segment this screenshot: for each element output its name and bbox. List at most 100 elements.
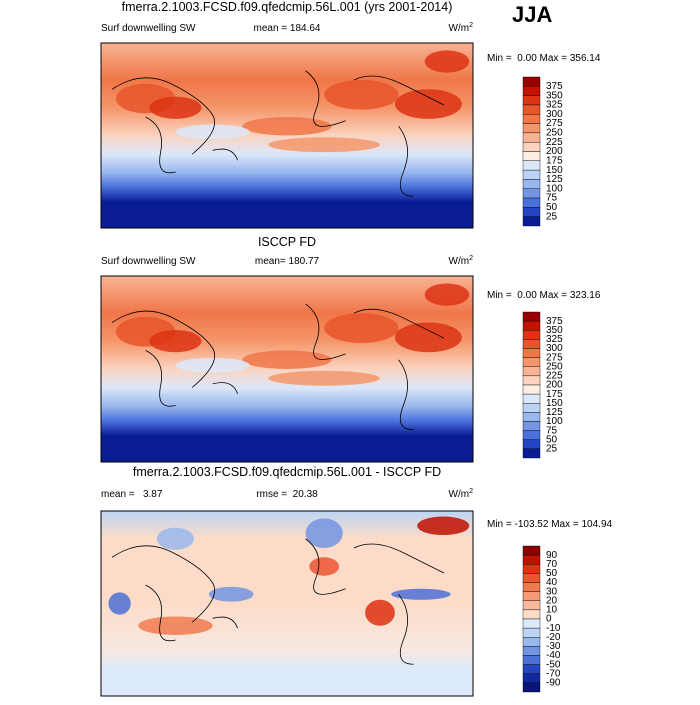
colorbar-label: 350 <box>546 325 563 336</box>
colorbar-box <box>522 366 541 377</box>
map <box>100 42 474 229</box>
colorbar-label: -50 <box>546 659 561 670</box>
colorbar-label: 350 <box>546 90 563 101</box>
coastline <box>111 70 445 197</box>
colorbar-label: 225 <box>546 371 563 382</box>
colorbar-label: -70 <box>546 668 561 679</box>
map-feature <box>208 586 254 602</box>
colorbar-label: 200 <box>546 146 563 157</box>
map-feature <box>394 89 462 119</box>
colorbar-box <box>522 76 541 87</box>
map-feature <box>242 117 332 136</box>
units-exponent: 2 <box>469 22 473 29</box>
colorbar-label: 75 <box>546 193 558 204</box>
colorbar-box <box>522 311 541 322</box>
colorbar-label: 30 <box>546 586 558 597</box>
colorbar-box <box>522 591 541 601</box>
stat-label: mean = 184.64 <box>254 23 321 34</box>
colorbar-label: -40 <box>546 650 561 661</box>
range-label: Min = 0.00 Max = 356.14 <box>487 53 601 64</box>
left-label: Surf downwelling SW <box>101 256 196 267</box>
colorbar-label: 100 <box>546 183 563 194</box>
colorbar-box <box>522 573 541 583</box>
colorbar-box <box>522 86 541 96</box>
colorbar-box <box>522 618 541 629</box>
colorbar-label: 70 <box>546 559 558 570</box>
colorbar-label: 175 <box>546 155 563 166</box>
panel-title: fmerra.2.1003.FCSD.f09.qfedcmip.56L.001 … <box>122 0 453 14</box>
colorbar-label: 40 <box>546 577 558 588</box>
colorbar-label: 300 <box>546 343 563 354</box>
colorbar-box <box>522 627 541 638</box>
map-feature <box>424 283 470 306</box>
colorbar-label: 150 <box>546 165 563 176</box>
colorbar-box <box>522 197 541 208</box>
map-feature <box>108 592 131 615</box>
colorbar-box <box>522 339 541 349</box>
colorbar-label: -30 <box>546 641 561 652</box>
colorbar-label: -20 <box>546 632 561 643</box>
panel-title: fmerra.2.1003.FCSD.f09.qfedcmip.56L.001 … <box>133 465 441 479</box>
colorbar-box <box>522 664 541 674</box>
colorbar-label: 125 <box>546 407 563 418</box>
colorbar-label: 20 <box>546 595 558 606</box>
colorbar-box <box>522 95 541 106</box>
colorbar-box <box>522 141 541 152</box>
colorbar-box <box>522 375 541 386</box>
units: W/m2 <box>449 488 474 500</box>
colorbar-box <box>522 448 541 459</box>
colorbar-box <box>522 430 541 440</box>
colorbar-box <box>522 655 541 665</box>
map <box>100 510 474 697</box>
colorbar-box <box>522 421 541 431</box>
units: W/m2 <box>449 22 474 34</box>
map-feature <box>417 516 470 536</box>
map-feature <box>268 137 381 153</box>
colorbar-box <box>522 412 541 422</box>
colorbar-box <box>522 151 541 162</box>
colorbar-box <box>522 348 541 358</box>
map <box>100 275 474 463</box>
colorbar-label: 125 <box>546 174 563 185</box>
units-exponent: 2 <box>469 488 473 495</box>
colorbar-label: 250 <box>546 361 563 372</box>
colorbar-box <box>522 384 541 395</box>
left-label: mean = 3.87 <box>101 489 163 500</box>
colorbar-label: 50 <box>546 202 558 213</box>
colorbar-box <box>522 545 541 556</box>
colorbar-label: 375 <box>546 316 563 327</box>
colorbar-label: 275 <box>546 352 563 363</box>
map-feature <box>175 124 250 140</box>
map-feature <box>324 80 399 110</box>
colorbar-label: -90 <box>546 678 561 689</box>
colorbar-box <box>522 123 541 134</box>
stat-label: rmse = 20.38 <box>256 489 318 500</box>
map-feature <box>365 599 395 626</box>
colorbar-box <box>522 160 541 171</box>
colorbar-box <box>522 637 541 647</box>
units: W/m2 <box>449 255 474 267</box>
colorbar-box <box>522 403 541 413</box>
colorbar-label: 90 <box>546 550 558 561</box>
map-feature <box>391 588 451 600</box>
colorbar-box <box>522 393 541 404</box>
colorbar-label: 250 <box>546 128 563 139</box>
map-feature <box>175 357 250 373</box>
colorbar-label: 25 <box>546 444 558 455</box>
colorbar-label: -10 <box>546 623 561 634</box>
colorbar-box <box>522 330 541 340</box>
season-label: JJA <box>512 2 552 27</box>
colorbar-label: 100 <box>546 416 563 427</box>
colorbar-box <box>522 673 541 684</box>
colorbar-box <box>522 682 541 693</box>
colorbar-label: 200 <box>546 380 563 391</box>
colorbar-box <box>522 564 541 574</box>
map-feature <box>268 370 381 386</box>
map-feature <box>138 616 213 635</box>
colorbar-box <box>522 132 541 143</box>
colorbar-label: 325 <box>546 100 563 111</box>
coastline <box>111 303 445 431</box>
colorbar-label: 275 <box>546 118 563 129</box>
colorbar-box <box>522 646 541 656</box>
